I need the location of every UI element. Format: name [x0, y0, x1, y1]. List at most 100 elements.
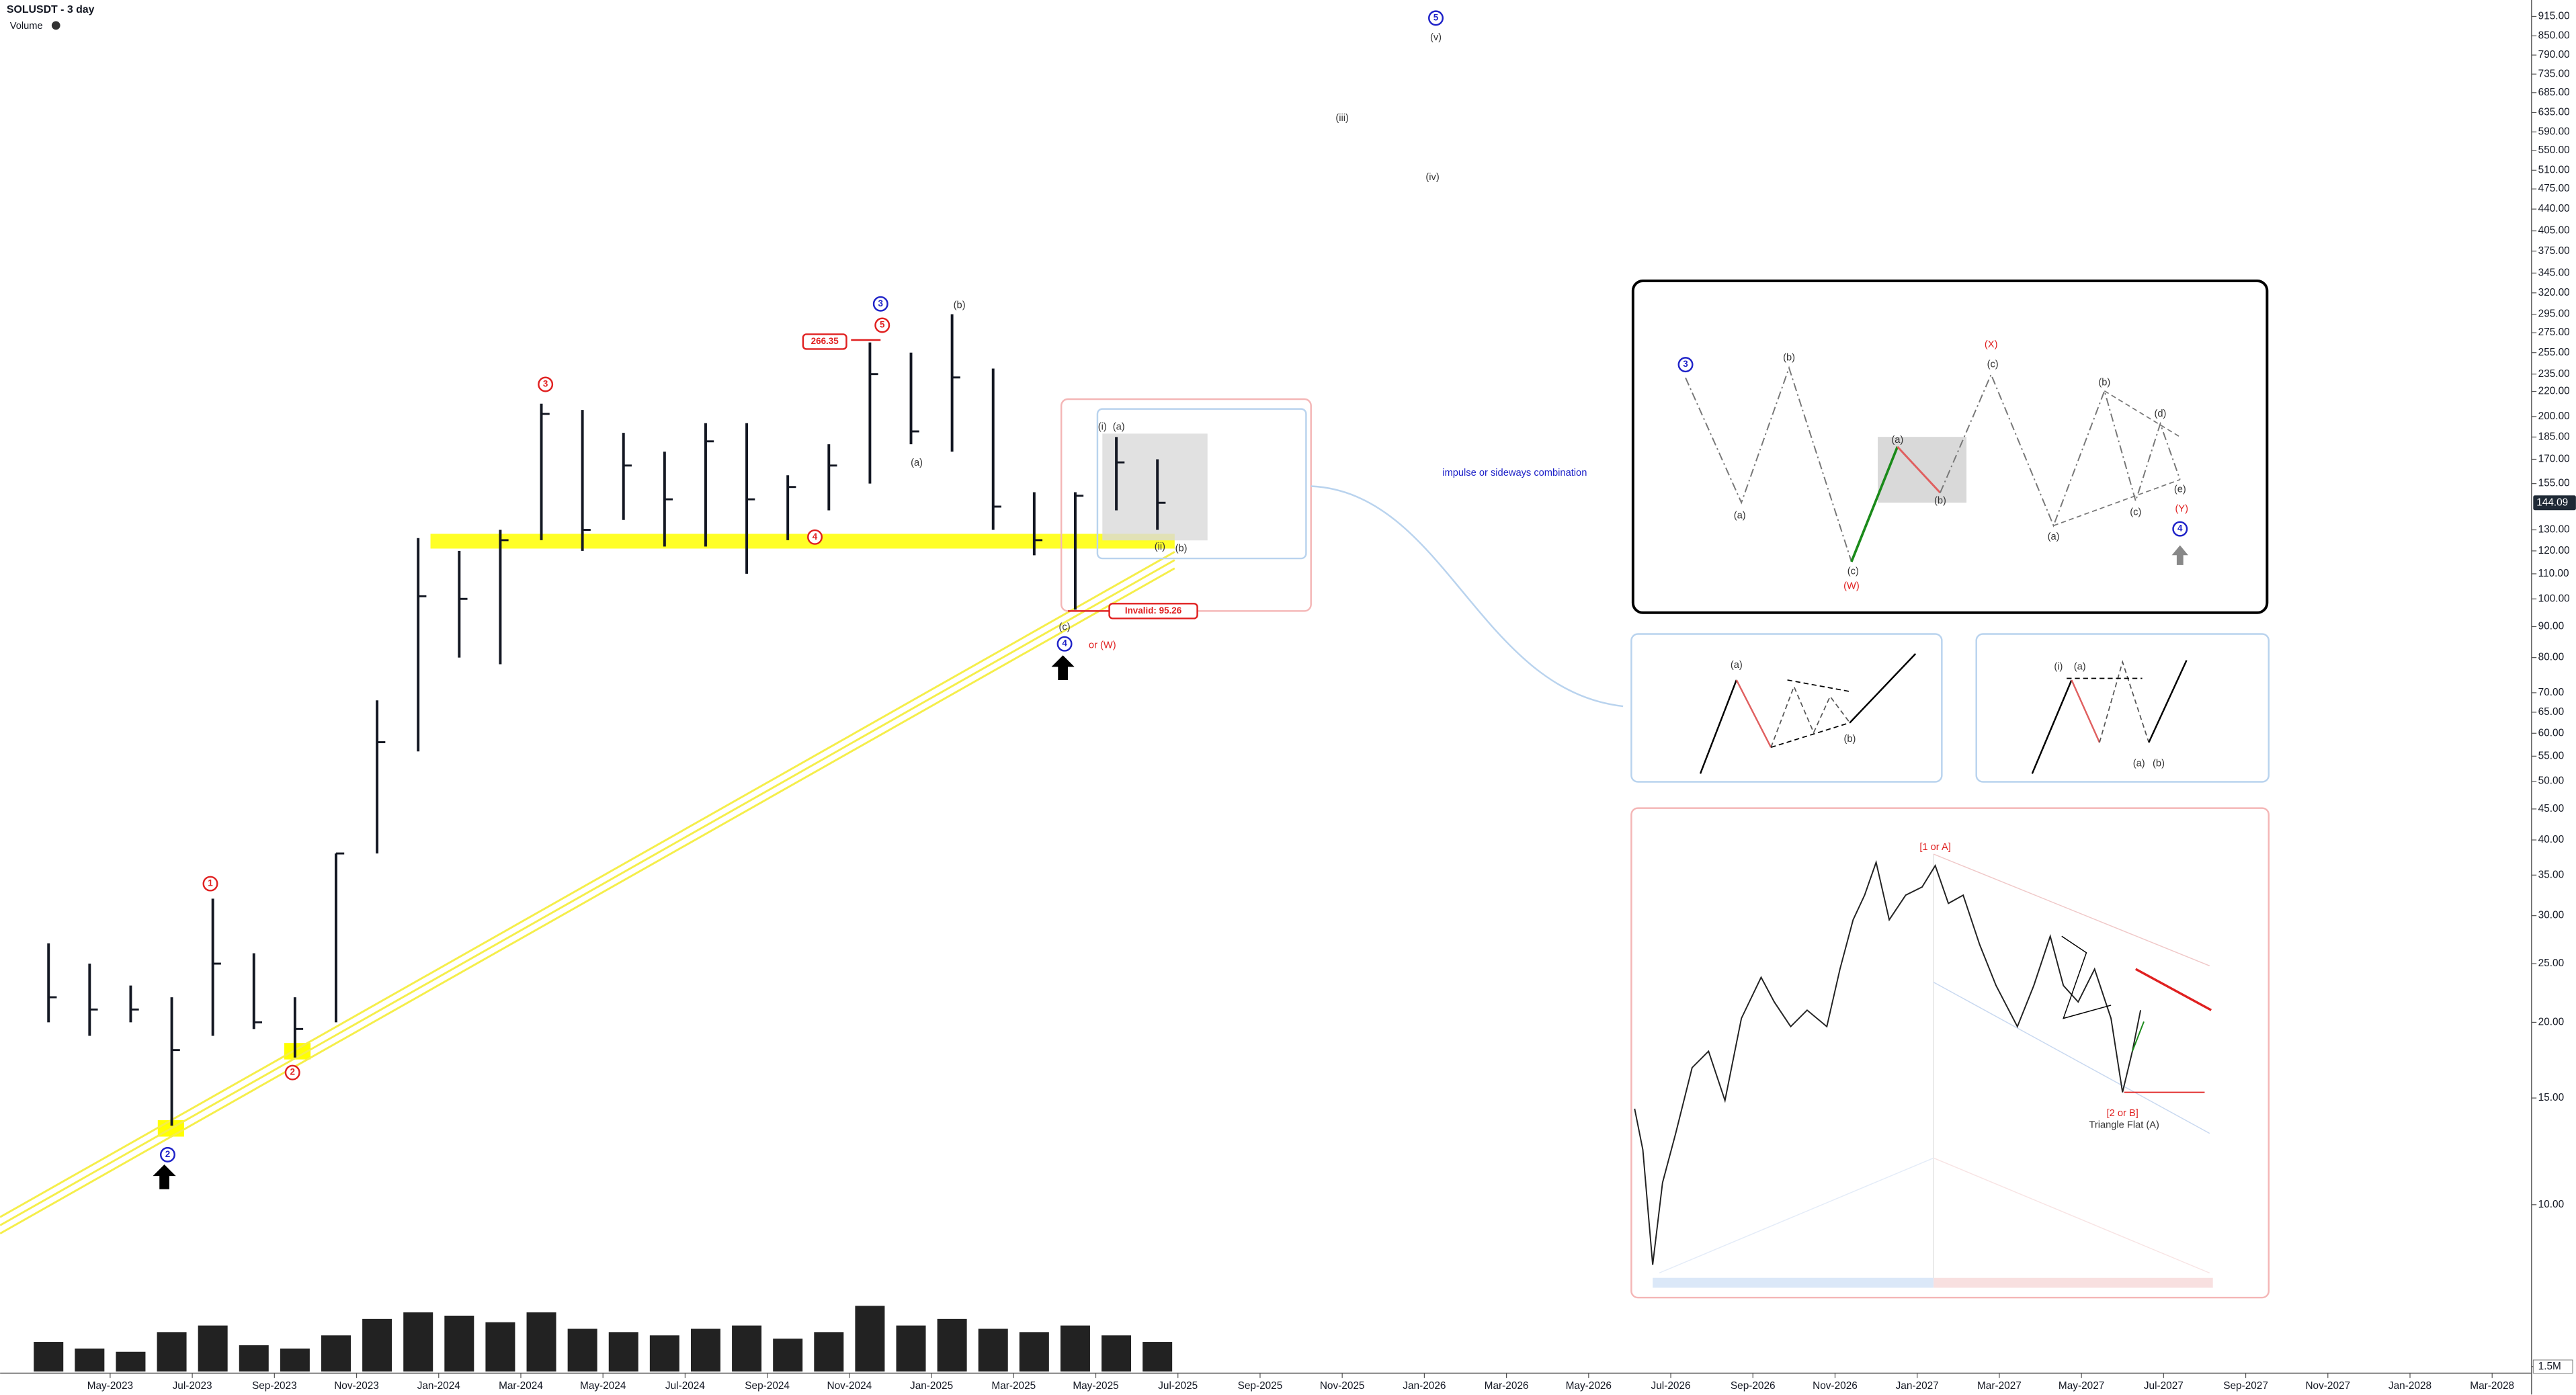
wave-path	[2148, 660, 2188, 743]
wave-label: 2	[165, 1149, 170, 1159]
volume-bar	[34, 1342, 64, 1372]
wave-label: 266.35	[811, 336, 839, 346]
inset-panel	[1630, 633, 1943, 783]
x-tick-label: Jan-2025	[910, 1380, 953, 1392]
x-tick-label: Mar-2026	[1485, 1380, 1529, 1392]
y-tick-label: 200.00	[2538, 411, 2570, 422]
y-tick-label: 170.00	[2538, 454, 2570, 465]
volume-bar	[1019, 1332, 1049, 1372]
x-tick-label: Mar-2028	[2470, 1380, 2514, 1392]
channel-line	[1659, 1157, 1934, 1274]
wave-marker	[874, 317, 890, 333]
wave-label: (c)	[2130, 507, 2141, 518]
y-tick-label: 295.00	[2538, 308, 2570, 320]
wave-label: (v)	[1430, 32, 1442, 43]
x-tick-label: Nov-2025	[1320, 1380, 1365, 1392]
x-tick-label: May-2027	[2059, 1380, 2104, 1392]
wave-path	[1787, 679, 1850, 692]
volume-bar	[1142, 1342, 1173, 1372]
projection-box	[1096, 408, 1307, 560]
y-tick-label: 275.00	[2538, 327, 2570, 338]
arrow-up	[1051, 655, 1075, 680]
y-tick-label: 25.00	[2538, 958, 2564, 969]
wave-label: 4	[813, 532, 818, 542]
volume-bar	[157, 1332, 187, 1372]
channel-line	[1933, 1157, 2210, 1274]
wave-label: (iv)	[1425, 172, 1439, 183]
y-tick-label: 590.00	[2538, 126, 2570, 137]
volume-bar	[567, 1328, 597, 1372]
wave-label: (iii)	[1335, 113, 1349, 124]
wave-label: (a)	[1731, 660, 1743, 671]
settings-icon[interactable]	[51, 21, 60, 30]
y-tick-label: 550.00	[2538, 144, 2570, 156]
wave-label: (a)	[2133, 759, 2145, 769]
target-line	[2134, 968, 2212, 1011]
trend-line	[0, 559, 1175, 1226]
wave-path	[1685, 366, 1852, 562]
y-tick-label: 790.00	[2538, 49, 2570, 60]
range-bar	[1934, 1277, 2213, 1288]
wave-label: (i)	[1098, 421, 1107, 432]
y-tick-label: 635.00	[2538, 107, 2570, 118]
y-tick-label: 155.00	[2538, 478, 2570, 489]
x-tick-label: Sep-2025	[1238, 1380, 1283, 1392]
wave-label: 5	[880, 320, 885, 330]
x-tick-label: May-2025	[1073, 1380, 1118, 1392]
y-tick-label: 100.00	[2538, 593, 2570, 604]
wave-label: (Y)	[2175, 504, 2188, 515]
wave-label: (a)	[2048, 532, 2060, 542]
y-tick-label: 130.00	[2538, 524, 2570, 536]
wave-label: 3	[543, 379, 548, 389]
wave-label: (d)	[2154, 409, 2166, 419]
wave-label: (a)	[1891, 435, 1903, 446]
volume-bar	[896, 1325, 926, 1372]
wave-path	[2131, 1021, 2145, 1052]
label-box	[1108, 603, 1198, 620]
x-tick-label: May-2024	[580, 1380, 626, 1392]
y-tick-label: 235.00	[2538, 368, 2570, 380]
volume-bar	[773, 1339, 803, 1372]
x-tick-label: Jan-2027	[1896, 1380, 1939, 1392]
y-tick-label: 80.00	[2538, 652, 2564, 663]
wave-label: [1 or A]	[1919, 842, 1950, 853]
inset-panel	[1975, 633, 2270, 783]
wave-label: (a)	[1113, 421, 1125, 432]
wave-marker	[538, 376, 554, 392]
wave-marker	[872, 296, 888, 312]
wave-marker	[1428, 10, 1444, 26]
y-tick-label: 10.00	[2538, 1199, 2564, 1210]
y-tick-label: 915.00	[2538, 11, 2570, 22]
wave-label: 1	[208, 878, 213, 888]
wave-label: (c)	[1059, 622, 1071, 633]
y-tick-label: 735.00	[2538, 68, 2570, 79]
x-tick-label: Sep-2024	[745, 1380, 790, 1392]
x-tick-label: Jul-2024	[665, 1380, 705, 1392]
wave-path	[1770, 685, 1851, 748]
wave-label: (X)	[1985, 339, 1998, 350]
channel-line	[1933, 982, 2210, 1134]
x-tick-label: Jul-2026	[1651, 1380, 1691, 1392]
y-tick-label: 375.00	[2538, 245, 2570, 257]
volume-bar	[116, 1351, 146, 1372]
y-tick-label: 50.00	[2538, 775, 2564, 787]
wave-label: 4	[2177, 523, 2183, 534]
wave-path	[1699, 679, 1737, 774]
y-tick-label: 30.00	[2538, 910, 2564, 921]
x-tick-label: Sep-2023	[252, 1380, 297, 1392]
x-tick-label: Jul-2027	[2144, 1380, 2184, 1392]
x-tick-label: Nov-2027	[2305, 1380, 2350, 1392]
volume-title: Volume	[10, 21, 43, 32]
y-tick-label: 440.00	[2538, 203, 2570, 214]
y-tick-label: 255.00	[2538, 347, 2570, 358]
y-tick-label: 110.00	[2538, 568, 2569, 579]
y-tick-label: 405.00	[2538, 225, 2570, 237]
volume-bar	[855, 1306, 885, 1372]
x-tick-label: May-2026	[1566, 1380, 1612, 1392]
y-tick-label: 90.00	[2538, 621, 2564, 632]
wave-marker	[1677, 357, 1694, 373]
target-zone	[1878, 437, 1967, 503]
y-tick-label: 45.00	[2538, 803, 2564, 814]
volume-bar	[937, 1318, 967, 1372]
